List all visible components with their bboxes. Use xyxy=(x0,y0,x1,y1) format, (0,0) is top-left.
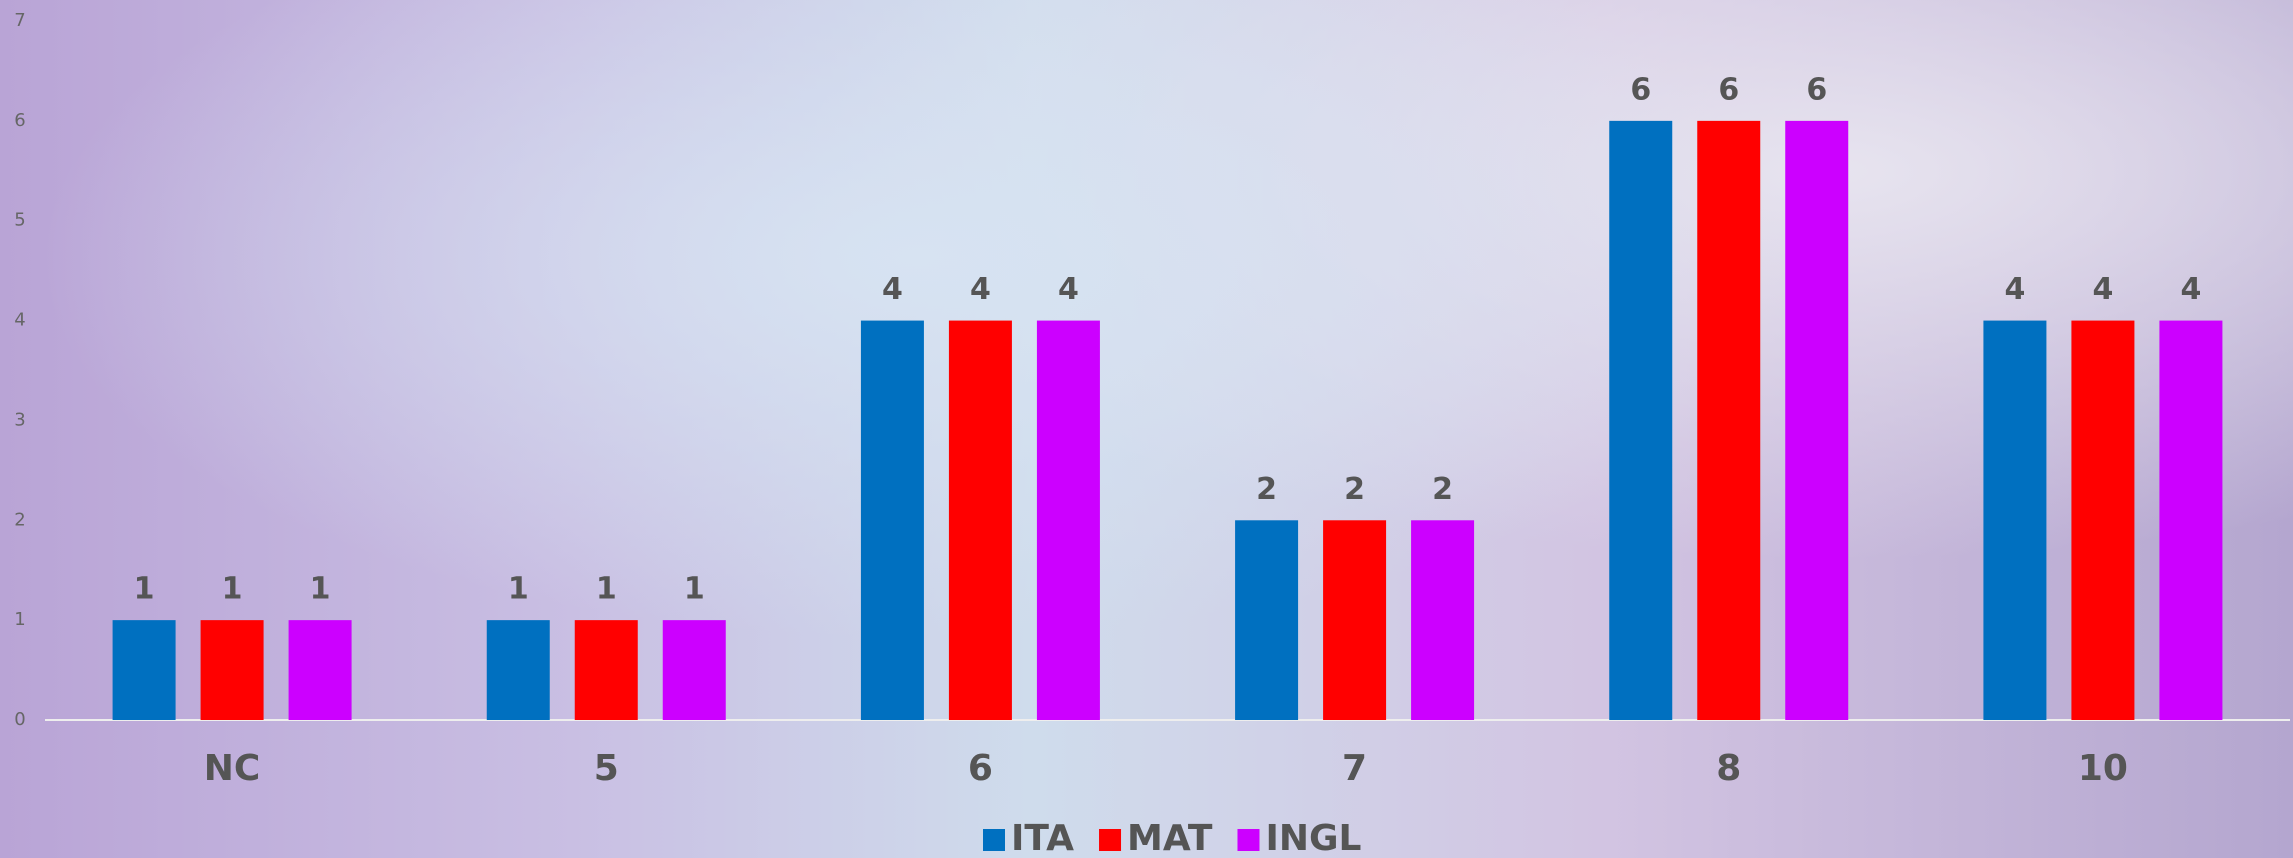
data-label: 1 xyxy=(684,572,705,607)
legend-swatch xyxy=(1237,829,1260,851)
data-label: 1 xyxy=(222,572,243,607)
y-tick-label: 5 xyxy=(14,210,25,231)
bar xyxy=(2159,320,2223,720)
data-label: 2 xyxy=(1432,472,1453,507)
data-label: 4 xyxy=(1058,272,1079,307)
data-label: 4 xyxy=(2180,272,2201,307)
bar xyxy=(1036,320,1100,720)
y-tick-label: 0 xyxy=(14,709,25,730)
data-label: 6 xyxy=(1806,72,1827,107)
legend-label: INGL xyxy=(1265,818,1361,858)
y-tick-label: 3 xyxy=(14,409,25,430)
y-tick-label: 6 xyxy=(14,110,25,131)
legend-label: ITA xyxy=(1011,818,1074,858)
data-label: 6 xyxy=(1630,72,1651,107)
x-tick-label: 10 xyxy=(2078,748,2128,789)
data-label: 2 xyxy=(1344,472,1365,507)
legend-label: MAT xyxy=(1127,818,1213,858)
bar xyxy=(1609,120,1673,721)
legend-swatch xyxy=(1099,829,1122,851)
bar xyxy=(1323,520,1387,720)
bar xyxy=(1785,120,1849,721)
x-tick-label: 8 xyxy=(1716,748,1741,789)
bar xyxy=(948,320,1012,720)
bar xyxy=(2071,320,2135,720)
bar xyxy=(1983,320,2047,720)
x-tick-label: 5 xyxy=(594,748,619,789)
y-tick-label: 7 xyxy=(14,10,25,31)
y-tick-label: 2 xyxy=(14,509,25,530)
data-label: 4 xyxy=(2092,272,2113,307)
data-label: 4 xyxy=(970,272,991,307)
bar xyxy=(1697,120,1761,721)
y-tick-label: 1 xyxy=(14,609,25,630)
bar xyxy=(112,620,176,720)
data-label: 1 xyxy=(134,572,155,607)
legend-swatch xyxy=(983,829,1005,851)
bar xyxy=(288,620,352,720)
x-tick-label: NC xyxy=(204,748,261,789)
data-label: 4 xyxy=(2004,272,2025,307)
data-label: 6 xyxy=(1718,72,1739,107)
x-tick-label: 7 xyxy=(1342,748,1367,789)
bar xyxy=(860,320,924,720)
data-label: 2 xyxy=(1256,472,1277,507)
y-tick-label: 4 xyxy=(14,310,25,331)
bar xyxy=(574,620,638,720)
data-label: 4 xyxy=(882,272,903,307)
data-label: 1 xyxy=(508,572,529,607)
data-label: 1 xyxy=(596,572,617,607)
bar xyxy=(662,620,726,720)
bar xyxy=(1235,520,1299,720)
bar xyxy=(200,620,264,720)
bar xyxy=(1411,520,1475,720)
bar xyxy=(486,620,550,720)
data-label: 1 xyxy=(310,572,331,607)
x-tick-label: 6 xyxy=(968,748,993,789)
